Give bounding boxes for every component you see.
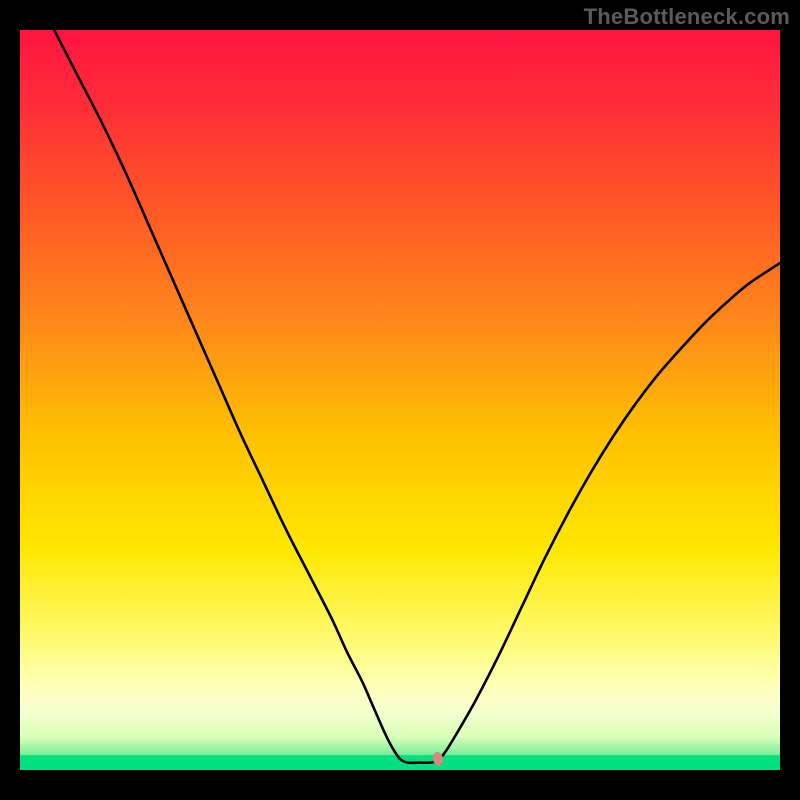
chart-frame: TheBottleneck.com [0, 0, 800, 800]
plot-area [20, 30, 780, 770]
plot-svg [20, 30, 780, 770]
watermark-text: TheBottleneck.com [584, 4, 790, 30]
gradient-background [20, 30, 780, 770]
